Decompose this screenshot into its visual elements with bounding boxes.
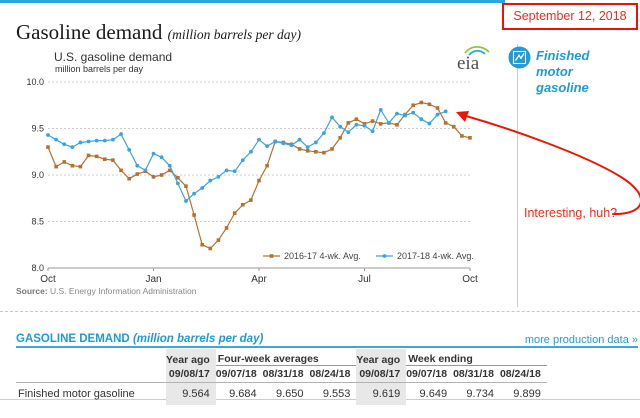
svg-text:9.0: 9.0 — [31, 170, 44, 180]
table-cell: 9.650 — [276, 388, 304, 400]
date-stamp-text: September 12, 2018 — [513, 9, 627, 23]
table-cell: 08/31/18 — [453, 365, 500, 383]
table-row: Finished motor gasoline 9.564 9.684 9.650 9.… — [16, 382, 547, 405]
source-label: Source: — [16, 286, 48, 296]
table-cell: 9.553 — [322, 388, 351, 400]
table-bottom-border — [0, 399, 640, 400]
section-title-note: (million barrels per day) — [132, 333, 264, 345]
table-cell: 09/07/18 — [215, 365, 263, 383]
finished-motor-gasoline-link[interactable]: Finished motor gasoline — [536, 48, 590, 95]
table-cell — [16, 349, 166, 366]
table-cell: 08/24/18 — [499, 365, 547, 383]
eia-swoosh-green — [464, 45, 490, 54]
table-cell — [16, 365, 166, 383]
date-stamp-box: September 12, 2018 — [502, 3, 638, 30]
table-cell: 9.619 — [356, 382, 407, 405]
eia-swoosh-blue — [468, 49, 486, 56]
interesting-annotation: Interesting, huh? — [524, 206, 618, 220]
svg-text:8.5: 8.5 — [31, 217, 44, 227]
more-production-data-link[interactable]: more production data » — [524, 334, 638, 346]
svg-text:Apr: Apr — [251, 274, 267, 285]
top-accent-line — [0, 0, 505, 3]
section-title-text: GASOLINE DEMAND — [16, 333, 130, 345]
annotation-arrow — [465, 115, 640, 216]
eia-logo-text: eia — [457, 53, 480, 74]
table-cell: 9.564 — [166, 382, 216, 405]
chart-subtitle: million barrels per day — [55, 64, 144, 74]
table-cell: Four-week averages — [215, 349, 357, 366]
table-cell: 9.734 — [466, 388, 494, 400]
vertical-divider — [517, 44, 518, 307]
table-cell: Year ago — [166, 349, 216, 366]
gasoline-demand-table: Year ago Four-week averages Year ago Week e… — [16, 349, 547, 405]
svg-text:Jan: Jan — [145, 274, 161, 285]
svg-text:Oct: Oct — [40, 274, 56, 285]
table-cell: 09/07/18 — [406, 365, 454, 383]
table-cell: 09/08/17 — [356, 365, 407, 383]
svg-text:2016-17 4-wk. Avg.: 2016-17 4-wk. Avg. — [284, 251, 361, 261]
row-label: Finished motor gasoline — [18, 388, 135, 400]
table-row: Year ago Four-week averages Year ago Week e… — [16, 349, 547, 366]
page-title-note: (million barrels per day) — [167, 27, 301, 42]
line-chart-icon — [508, 46, 531, 74]
svg-text:Jul: Jul — [358, 274, 371, 285]
table-cell: Year ago — [356, 349, 407, 366]
svg-text:10.0: 10.0 — [26, 77, 44, 87]
section-underline — [16, 346, 638, 348]
svg-text:Oct: Oct — [462, 274, 478, 285]
eia-logo: eia — [450, 44, 494, 79]
table-cell: Week ending — [406, 349, 547, 366]
dashed-separator — [0, 311, 640, 312]
annotation-arrowhead — [456, 111, 469, 122]
source-note: Source: U.S. Energy Information Administ… — [16, 286, 197, 296]
svg-text:8.0: 8.0 — [31, 263, 44, 273]
table-cell: 9.899 — [513, 388, 541, 400]
page-title: Gasoline demand (million barrels per day… — [16, 20, 301, 45]
table-cell: 08/24/18 — [309, 365, 357, 383]
page-title-text: Gasoline demand — [16, 20, 163, 44]
table-cell: 09/08/17 — [166, 365, 216, 383]
svg-text:2017-18 4-wk. Avg.: 2017-18 4-wk. Avg. — [397, 251, 474, 261]
table-row: 09/08/17 09/07/18 08/31/18 08/24/18 09/08/17… — [16, 365, 547, 383]
table-cell: 9.649 — [419, 388, 448, 400]
chart-title: U.S. gasoline demand — [54, 50, 173, 64]
source-text: U.S. Energy Information Administration — [50, 286, 197, 296]
table-cell: 9.684 — [229, 388, 257, 400]
table-cell: 08/31/18 — [262, 365, 310, 383]
section-title: GASOLINE DEMAND (million barrels per day… — [16, 333, 263, 345]
svg-text:9.5: 9.5 — [31, 124, 44, 134]
